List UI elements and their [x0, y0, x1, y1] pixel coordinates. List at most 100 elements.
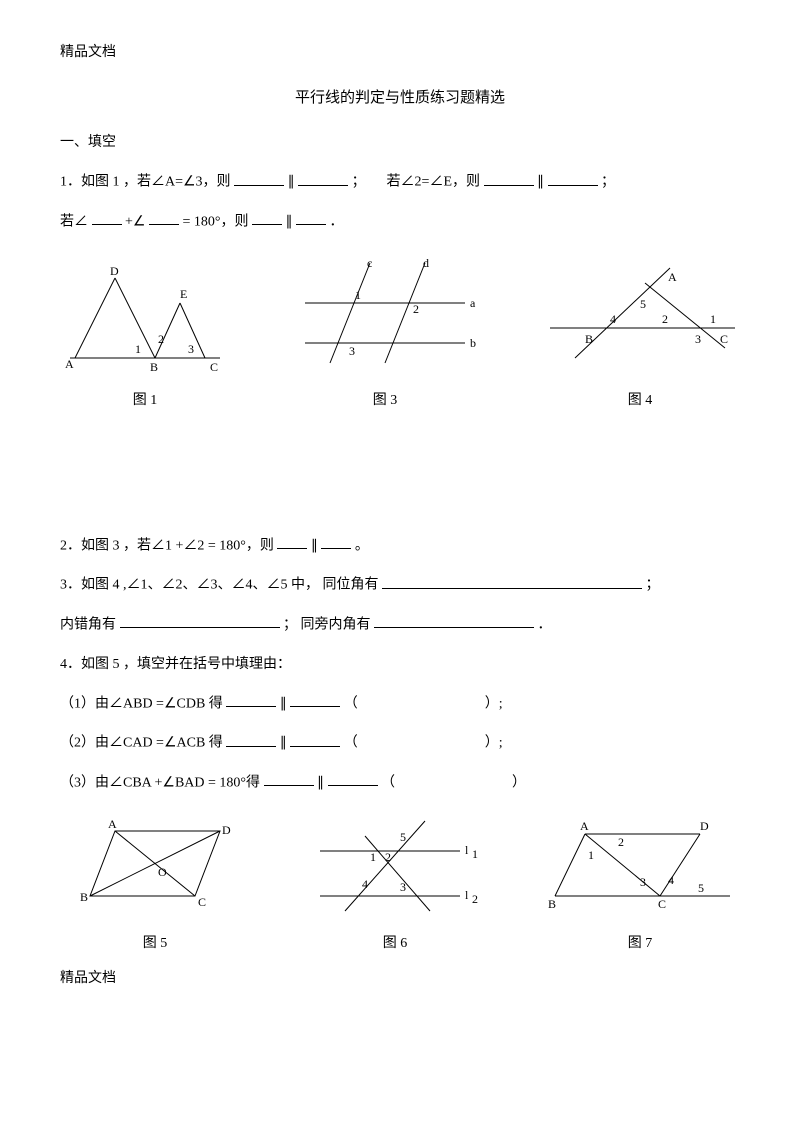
- question-2: 2．如图 3 ，若∠1 +∠2 = 180°，则 ∥ 。: [60, 533, 740, 559]
- svg-text:C: C: [720, 332, 728, 346]
- q2-text-b: 。: [355, 538, 369, 553]
- q1-text-a: 1．如图 1 ，若∠A=∠3，则: [60, 175, 231, 190]
- svg-text:E: E: [180, 287, 187, 301]
- fig1-svg: A B C D E 1 2 3: [60, 263, 230, 373]
- svg-text:1: 1: [588, 848, 594, 862]
- fig6-caption: 图 6: [300, 931, 490, 956]
- question-4-2: （2）由∠CAD =∠ACB 得 ∥ （ ）;: [60, 730, 740, 756]
- question-4: 4．如图 5 ，填空并在括号中填理由：: [60, 652, 740, 677]
- svg-text:l: l: [465, 888, 469, 902]
- svg-text:B: B: [150, 360, 158, 373]
- blank: [328, 770, 378, 786]
- figure-3: a b c d 1 2 3 图 3: [285, 253, 485, 413]
- footer-label: 精品文档: [60, 966, 740, 991]
- parallel-symbol: ∥: [317, 775, 324, 790]
- q1-text-c: ；: [601, 175, 615, 190]
- question-4-3: （3）由∠CBA +∠BAD = 180°得 ∥ （ ）: [60, 770, 740, 796]
- fig7-caption: 图 7: [540, 931, 740, 956]
- question-4-1: （1）由∠ABD =∠CDB 得 ∥ （ ）;: [60, 691, 740, 717]
- parallel-symbol: ∥: [280, 736, 287, 751]
- figure-5: A D B C O 图 5: [60, 816, 250, 956]
- question-3: 3．如图 4 ,∠1、∠2、∠3、∠4、∠5 中， 同位角有 ；: [60, 572, 740, 598]
- q1-text-g: ．: [329, 214, 343, 229]
- svg-text:2: 2: [158, 332, 164, 346]
- blank: [290, 730, 340, 746]
- svg-text:3: 3: [400, 880, 406, 894]
- svg-text:2: 2: [472, 892, 478, 906]
- question-1-cont: 若∠ +∠ = 180°，则 ∥ ．: [60, 209, 740, 235]
- header-label: 精品文档: [60, 40, 740, 65]
- blank: [296, 209, 326, 225]
- fig4-svg: A B C 1 2 3 4 5: [540, 263, 740, 373]
- q4-1-text-c: ）;: [485, 696, 503, 711]
- q4-1-text-a: （1）由∠ABD =∠CDB 得: [60, 696, 223, 711]
- blank: [149, 209, 179, 225]
- q3-text-e: ．: [538, 617, 552, 632]
- svg-text:4: 4: [668, 873, 674, 887]
- svg-text:2: 2: [662, 312, 668, 326]
- blank: [277, 533, 307, 549]
- figure-row-2: A D B C O 图 5 l1 l2 1 2 3 4 5 图 6: [60, 816, 740, 956]
- svg-text:A: A: [108, 817, 117, 831]
- svg-text:c: c: [367, 256, 372, 270]
- blank: [252, 209, 282, 225]
- svg-text:2: 2: [413, 302, 419, 316]
- section-heading: 一、填空: [60, 130, 740, 155]
- blank: [234, 169, 284, 185]
- q3-text-a: 3．如图 4 ,∠1、∠2、∠3、∠4、∠5 中， 同位角有: [60, 578, 379, 593]
- svg-text:1: 1: [710, 312, 716, 326]
- figure-7: A D B C 1 2 3 4 5 图 7: [540, 816, 740, 956]
- blank: [120, 612, 280, 628]
- svg-text:a: a: [470, 296, 476, 310]
- svg-text:4: 4: [610, 312, 616, 326]
- fig6-svg: l1 l2 1 2 3 4 5: [300, 816, 490, 916]
- page-title: 平行线的判定与性质练习题精选: [60, 85, 740, 112]
- blank: [92, 209, 122, 225]
- q4-3-text-a: （3）由∠CBA +∠BAD = 180°得: [60, 775, 260, 790]
- blank: [382, 572, 642, 588]
- figure-1: A B C D E 1 2 3 图 1: [60, 263, 230, 413]
- svg-text:1: 1: [370, 850, 376, 864]
- blank: [298, 169, 348, 185]
- parallel-symbol: ∥: [311, 538, 318, 553]
- blank: [321, 533, 351, 549]
- svg-text:B: B: [80, 890, 88, 904]
- q4-3-text-c: ）: [512, 775, 526, 790]
- svg-text:O: O: [158, 865, 167, 879]
- q2-text-a: 2．如图 3 ，若∠1 +∠2 = 180°，则: [60, 538, 274, 553]
- svg-text:5: 5: [698, 881, 704, 895]
- svg-text:l: l: [465, 843, 469, 857]
- fig4-caption: 图 4: [540, 388, 740, 413]
- fig3-svg: a b c d 1 2 3: [285, 253, 485, 373]
- svg-text:A: A: [580, 819, 589, 833]
- blank: [484, 169, 534, 185]
- svg-text:B: B: [548, 897, 556, 911]
- svg-text:C: C: [198, 895, 206, 909]
- svg-text:C: C: [658, 897, 666, 911]
- q4-3-text-b: （: [381, 775, 395, 790]
- parallel-symbol: ∥: [280, 696, 287, 711]
- svg-text:D: D: [222, 823, 231, 837]
- svg-text:3: 3: [640, 875, 646, 889]
- svg-text:D: D: [700, 819, 709, 833]
- fig1-caption: 图 1: [60, 388, 230, 413]
- q1-text-e: +∠: [125, 214, 145, 229]
- parallel-symbol: ∥: [537, 175, 544, 190]
- blank: [226, 730, 276, 746]
- svg-text:b: b: [470, 336, 476, 350]
- question-3-cont: 内错角有 ； 同旁内角有 ．: [60, 612, 740, 638]
- q3-text-c: 内错角有: [60, 617, 116, 632]
- svg-text:4: 4: [362, 877, 368, 891]
- q4-2-text-a: （2）由∠CAD =∠ACB 得: [60, 736, 223, 751]
- q3-text-b: ；: [646, 578, 660, 593]
- q1-text-f: = 180°，则: [182, 214, 248, 229]
- svg-text:5: 5: [400, 830, 406, 844]
- svg-text:3: 3: [349, 344, 355, 358]
- svg-text:D: D: [110, 264, 119, 278]
- q4-1-text-b: （: [344, 696, 358, 711]
- question-1: 1．如图 1 ，若∠A=∠3，则 ∥ ； 若∠2=∠E，则 ∥ ；: [60, 169, 740, 195]
- fig7-svg: A D B C 1 2 3 4 5: [540, 816, 740, 916]
- q3-text-d: ； 同旁内角有: [283, 617, 371, 632]
- parallel-symbol: ∥: [285, 214, 292, 229]
- svg-text:5: 5: [640, 297, 646, 311]
